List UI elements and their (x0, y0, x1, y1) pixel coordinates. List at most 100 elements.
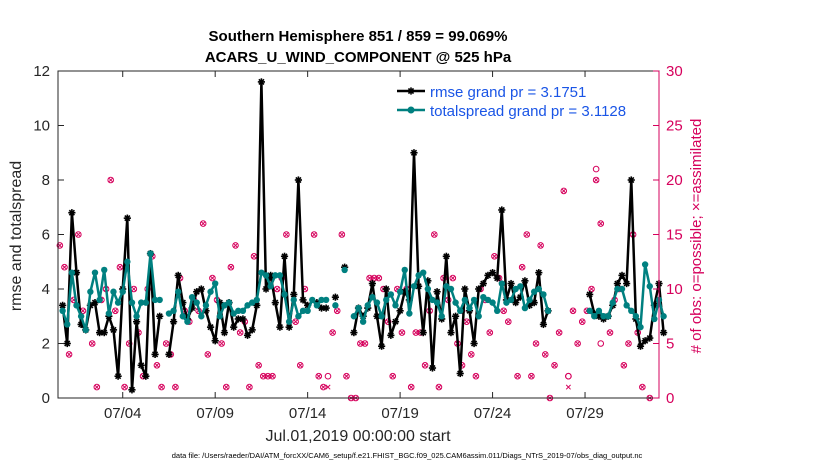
rmse-point (169, 318, 178, 326)
assimilated-obs-marker (528, 373, 534, 379)
assimilated-obs-marker (538, 242, 544, 248)
rmse-point (132, 318, 141, 326)
assimilated-obs-marker (579, 319, 585, 325)
totalspread-point (461, 296, 469, 304)
possible-obs-marker (620, 362, 628, 369)
possible-obs-marker (592, 176, 600, 184)
rmse-point (586, 290, 594, 299)
assimilated-obs-marker (436, 384, 442, 390)
possible-obs-marker (398, 329, 406, 336)
possible-obs-marker (639, 383, 646, 391)
rmse-point (109, 326, 118, 334)
totalspread-point (322, 296, 330, 304)
totalspread-point (512, 285, 519, 293)
x-tick-label: 07/29 (566, 405, 604, 422)
assimilated-obs-marker (621, 362, 627, 368)
legend-spread-label: totalspread grand pr = 3.1128 (430, 103, 626, 120)
totalspread-point (632, 313, 640, 320)
totalspread-point (489, 299, 496, 306)
totalspread-point (378, 313, 385, 320)
totalspread-point (91, 269, 99, 276)
rmse-point (248, 326, 256, 334)
assimilated-obs-marker (75, 231, 81, 238)
possible-obs-marker (264, 372, 272, 380)
totalspread-point (457, 307, 464, 314)
totalspread-point (299, 307, 307, 314)
assimilated-obs-marker (422, 362, 428, 368)
plot-area (57, 70, 660, 399)
totalspread-point (410, 283, 418, 290)
possible-obs-marker (486, 329, 494, 336)
rmse-point (280, 252, 289, 260)
assimilated-obs-marker (237, 330, 243, 336)
assimilated-obs-marker (473, 373, 479, 379)
assimilated-obs-marker (293, 319, 299, 325)
possible-obs-marker (555, 329, 563, 336)
totalspread-point (341, 266, 348, 274)
totalspread-point (359, 318, 367, 325)
assimilated-obs-marker (588, 286, 595, 292)
y-tick-label-right: 5 (666, 336, 674, 353)
possible-obs-marker (162, 340, 170, 347)
possible-obs-marker (523, 231, 531, 238)
possible-obs-marker (273, 285, 281, 293)
totalspread-point (235, 307, 242, 314)
rmse-point (243, 331, 252, 339)
possible-obs-marker (227, 263, 235, 271)
rmse-point (220, 329, 229, 337)
assimilated-obs-marker (505, 319, 511, 325)
assimilated-obs-marker (491, 253, 497, 259)
totalspread-point (396, 288, 404, 295)
totalspread-point (526, 296, 533, 304)
totalspread-point (110, 288, 117, 295)
assimilated-obs-marker (154, 362, 160, 368)
assimilated-obs-marker (464, 319, 470, 325)
y-tick-label-right: 30 (666, 63, 683, 80)
totalspread-point (498, 280, 506, 287)
assimilated-obs-marker (320, 384, 326, 390)
totalspread-point (429, 296, 436, 304)
possible-obs-marker (560, 187, 568, 195)
possible-obs-marker (597, 340, 605, 347)
rmse-point (234, 315, 242, 323)
totalspread-point (124, 258, 131, 265)
y-tick-label-left: 2 (42, 336, 50, 353)
possible-obs-marker (537, 242, 544, 249)
possible-obs-marker (153, 362, 161, 369)
possible-obs-marker (541, 351, 549, 358)
assimilated-obs-marker (205, 351, 211, 357)
totalspread-point (170, 307, 177, 314)
rmse-point (646, 334, 654, 342)
possible-obs-marker (246, 383, 253, 391)
assimilated-obs-marker (94, 384, 100, 390)
totalspread-point (438, 313, 445, 320)
legend-rmse-marker (407, 87, 415, 95)
assimilated-obs-marker (367, 275, 373, 281)
rmse-point (151, 350, 159, 358)
totalspread-point (290, 296, 297, 304)
totalspread-point (309, 296, 316, 304)
assimilated-obs-marker (339, 231, 345, 238)
possible-obs-marker (209, 274, 216, 282)
x-tick-label: 07/14 (289, 405, 327, 422)
totalspread-point (193, 299, 200, 306)
totalspread-point (591, 313, 598, 320)
assimilated-obs-marker (80, 308, 86, 314)
totalspread-point (87, 288, 94, 295)
rmse-point (636, 342, 645, 350)
rmse-point (470, 339, 478, 348)
totalspread-point (373, 299, 381, 306)
rmse-point (493, 274, 501, 282)
totalspread-point (216, 313, 224, 320)
totalspread-point (369, 293, 376, 301)
assimilated-obs-marker (325, 384, 331, 390)
possible-obs-marker (366, 274, 373, 282)
rmse-point (479, 279, 487, 288)
assimilated-obs-marker (450, 275, 456, 281)
y-tick-label-left: 12 (33, 63, 50, 80)
assimilated-obs-marker (551, 362, 558, 368)
possible-obs-marker (338, 231, 346, 238)
rmse-point (507, 279, 515, 288)
possible-obs-marker (514, 372, 521, 380)
possible-obs-marker (551, 362, 558, 369)
